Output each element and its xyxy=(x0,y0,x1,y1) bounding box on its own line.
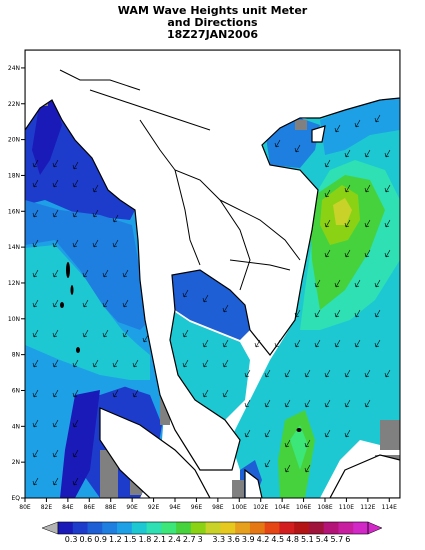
lon-tick-label: 86E xyxy=(84,504,96,511)
colorbar-segment xyxy=(235,522,251,534)
lon-tick-label: 112E xyxy=(360,504,375,511)
islands xyxy=(60,262,302,432)
south-china-sea-wave-field xyxy=(230,98,400,498)
lat-tick-label: 24N xyxy=(8,65,20,72)
bay-of-bengal-wave-field xyxy=(25,100,165,498)
lat-tick-label: 12N xyxy=(8,280,20,287)
colorbar-label: 3.6 xyxy=(227,535,240,544)
lon-tick-label: 90E xyxy=(126,504,138,511)
lat-tick-label: 18N xyxy=(8,172,20,179)
colorbar xyxy=(41,521,383,535)
lat-tick-label: 6N xyxy=(12,387,20,394)
colorbar-label: 2.4 xyxy=(168,535,181,544)
colorbar-label: 6 xyxy=(345,535,351,544)
colorbar-segment xyxy=(146,522,162,534)
colorbar-segment xyxy=(117,522,133,534)
colorbar-label: 2.7 xyxy=(182,535,196,544)
lon-tick-label: 102E xyxy=(253,504,268,511)
colorbar-segment xyxy=(294,522,310,534)
colorbar-label: 3 xyxy=(197,535,203,544)
colorbar-segment xyxy=(58,522,74,534)
colorbar-segment xyxy=(353,522,369,534)
colorbar-segment xyxy=(161,522,177,534)
lon-tick-label: 114E xyxy=(382,504,397,511)
lon-tick-label: 104E xyxy=(275,504,290,511)
colorbar-label: 0.6 xyxy=(79,535,93,544)
colorbar-segment xyxy=(279,522,295,534)
colorbar-label: 0.9 xyxy=(94,535,108,544)
colorbar-label: 1.5 xyxy=(123,535,137,544)
lon-tick-label: 94E xyxy=(169,504,181,511)
colorbar-segment xyxy=(72,522,89,534)
lon-tick-label: 92E xyxy=(148,504,160,511)
colorbar-label: 4.8 xyxy=(286,535,299,544)
colorbar-segment xyxy=(190,522,207,534)
colorbar-label: 3.3 xyxy=(212,535,226,544)
colorbar-segment xyxy=(131,522,148,534)
lon-tick-label: 100E xyxy=(232,504,247,511)
colorbar-high-arrow xyxy=(367,521,383,535)
lat-tick-label: 22N xyxy=(8,101,20,108)
lon-tick-label: 80E xyxy=(19,504,31,511)
colorbar-label: 5.7 xyxy=(330,535,344,544)
colorbar-label: 1.2 xyxy=(109,535,122,544)
colorbar-label: 1.8 xyxy=(138,535,152,544)
colorbar-label: 4.2 xyxy=(256,535,270,544)
lon-tick-label: 88E xyxy=(105,504,117,511)
colorbar-label: 5.1 xyxy=(300,535,314,544)
colorbar-segment xyxy=(323,522,339,534)
colorbar-label: 2.1 xyxy=(153,535,167,544)
colorbar-segment xyxy=(308,522,325,534)
colorbar-label: 0.3 xyxy=(64,535,78,544)
colorbar-label: 4.5 xyxy=(271,535,285,544)
lon-tick-label: 108E xyxy=(317,504,332,511)
colorbar-label: 3.9 xyxy=(241,535,255,544)
longitude-ticks: 80E 82E 84E 86E 88E 90E 92E 94E 96E 98E 100E 102E 10… xyxy=(19,498,397,511)
colorbar-segment xyxy=(87,522,103,534)
lat-tick-label: 8N xyxy=(12,352,20,359)
lat-tick-label: 14N xyxy=(8,244,20,251)
latitude-ticks: EQ 2N 4N 6N 8N 10N 12N 14N 16N 18N 20N 22N 24N xyxy=(8,65,25,502)
chart-title-line1: WAM Wave Heights unit Meter xyxy=(117,4,308,17)
colorbar-segment xyxy=(220,522,236,534)
lon-tick-label: 82E xyxy=(41,504,53,511)
coastlines xyxy=(25,50,400,498)
colorbar-label: 5.4 xyxy=(315,535,329,544)
colorbar-frame xyxy=(57,521,369,535)
lon-tick-label: 106E xyxy=(296,504,311,511)
colorbar-segment xyxy=(249,522,266,534)
colorbar-segment xyxy=(338,522,354,534)
lon-tick-label: 98E xyxy=(212,504,224,511)
colorbar-segment xyxy=(205,522,221,534)
map-frame xyxy=(24,49,401,499)
colorbar-segment xyxy=(264,522,280,534)
lon-tick-label: 96E xyxy=(191,504,203,511)
chart-title-line2: and Directions xyxy=(167,16,258,29)
lat-tick-label: 16N xyxy=(8,208,20,215)
lat-tick-label: 2N xyxy=(12,459,20,466)
lat-tick-label: 20N xyxy=(8,137,20,144)
lat-tick-label: 4N xyxy=(12,423,20,430)
lon-tick-label: 110E xyxy=(339,504,354,511)
colorbar-segment xyxy=(102,522,118,534)
lon-tick-label: 84E xyxy=(62,504,74,511)
lat-tick-label: EQ xyxy=(11,495,20,502)
colorbar-segment xyxy=(176,522,192,534)
lat-tick-label: 10N xyxy=(8,316,20,323)
country-borders xyxy=(59,69,301,291)
colorbar-low-arrow xyxy=(41,521,59,535)
chart-title-line3: 18Z27JAN2006 xyxy=(166,28,259,41)
